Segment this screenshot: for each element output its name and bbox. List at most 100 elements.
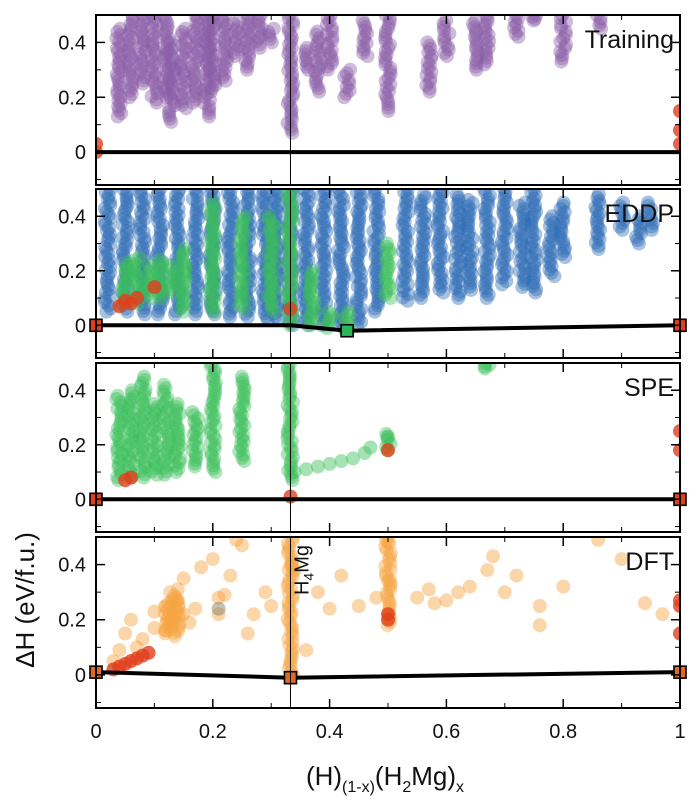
- data-point: [317, 220, 332, 235]
- data-point: [453, 206, 468, 221]
- data-point: [517, 218, 532, 233]
- data-point: [498, 218, 513, 233]
- data-point: [382, 572, 397, 587]
- data-point: [396, 283, 411, 298]
- data-point: [478, 31, 493, 45]
- data-point: [557, 243, 572, 258]
- data-point: [437, 29, 452, 44]
- data-point: [370, 285, 385, 300]
- data-point: [383, 575, 398, 590]
- data-point: [420, 61, 435, 76]
- data-point: [468, 26, 483, 41]
- data-point: [232, 255, 247, 270]
- data-point: [255, 283, 270, 298]
- data-point: [298, 250, 313, 265]
- data-point: [486, 549, 501, 564]
- data-point: [281, 562, 296, 577]
- data-point: [256, 286, 271, 301]
- data-point: [545, 209, 560, 224]
- data-point: [511, 15, 526, 26]
- x-axis-title-sub-2: 2: [402, 779, 411, 796]
- data-point: [190, 238, 204, 253]
- data-point: [232, 26, 246, 41]
- data-point: [134, 238, 149, 253]
- data-point: [497, 585, 512, 600]
- data-point: [204, 251, 219, 266]
- data-point: [316, 292, 331, 307]
- data-point: [125, 15, 140, 26]
- data-point: [395, 218, 410, 233]
- data-point: [220, 241, 235, 256]
- data-point: [221, 280, 236, 295]
- data-point: [160, 34, 175, 49]
- data-point: [187, 264, 202, 279]
- data-point: [372, 220, 387, 235]
- data-point: [379, 47, 394, 62]
- data-point: [153, 261, 168, 276]
- data-point: [284, 211, 299, 226]
- panel-2: 00.20.4 EDDP: [58, 188, 687, 359]
- data-point: [590, 216, 605, 231]
- data-point: [148, 413, 163, 427]
- data-point: [135, 434, 150, 449]
- data-point: [383, 281, 398, 296]
- convex-hull-line: [96, 323, 681, 333]
- data-point: [421, 582, 436, 597]
- data-point: [177, 81, 192, 96]
- data-point: [206, 248, 221, 263]
- data-point: [133, 57, 148, 71]
- data-point: [165, 81, 180, 96]
- data-point: [141, 645, 156, 660]
- data-point: [320, 62, 335, 77]
- data-point: [161, 31, 176, 45]
- data-point: [500, 221, 514, 236]
- data-point: [200, 24, 215, 39]
- data-point: [424, 51, 438, 66]
- data-point: [241, 303, 256, 318]
- data-point: [495, 257, 509, 272]
- data-point: [226, 16, 241, 31]
- data-point: [166, 272, 181, 286]
- data-point: [124, 87, 139, 101]
- data-point: [333, 211, 348, 226]
- data-point: [462, 237, 477, 252]
- data-point: [116, 253, 130, 267]
- data-point: [634, 226, 649, 241]
- data-point: [286, 395, 300, 410]
- data-point: [164, 278, 178, 293]
- data-point: [133, 205, 148, 220]
- data-point: [452, 193, 466, 208]
- data-point: [232, 232, 247, 247]
- data-point: [145, 37, 160, 52]
- data-point: [337, 90, 352, 105]
- data-point: [133, 424, 147, 439]
- data-point: [111, 44, 125, 59]
- data-point: [115, 280, 130, 295]
- data-point: [268, 234, 283, 249]
- data-point: [267, 227, 282, 242]
- data-point: [367, 189, 382, 200]
- data-point: [343, 62, 358, 77]
- data-point: [174, 54, 188, 69]
- data-point: [299, 204, 314, 219]
- data-point: [159, 24, 174, 39]
- data-point: [110, 70, 125, 85]
- data-point: [218, 73, 233, 88]
- data-point: [644, 202, 659, 217]
- data-point: [314, 240, 329, 255]
- data-point: [151, 215, 166, 229]
- data-point: [255, 189, 270, 203]
- data-point: [332, 308, 347, 323]
- data-point: [281, 595, 296, 610]
- data-point: [317, 214, 332, 229]
- data-point: [593, 222, 608, 237]
- series-spe-arm: [287, 429, 395, 479]
- data-point: [234, 249, 249, 263]
- data-point: [111, 93, 126, 108]
- data-point: [413, 219, 428, 234]
- data-point: [188, 433, 203, 448]
- data-point: [159, 616, 174, 631]
- data-point: [241, 20, 256, 35]
- data-point: [284, 644, 299, 659]
- y-tick-label: 0.2: [58, 435, 86, 457]
